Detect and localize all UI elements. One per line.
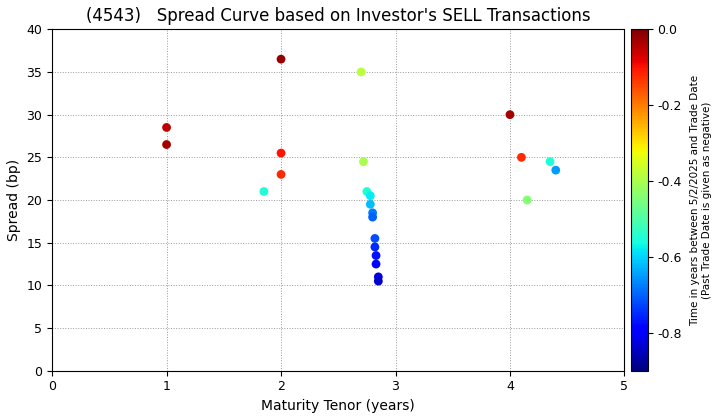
Point	[370, 252, 382, 259]
Point	[275, 56, 287, 63]
Point	[161, 124, 172, 131]
Point	[364, 192, 376, 199]
Point	[161, 141, 172, 148]
Point	[369, 244, 381, 250]
Point	[369, 235, 381, 242]
Point	[521, 197, 533, 203]
Point	[364, 201, 376, 207]
Point	[504, 111, 516, 118]
Point	[358, 158, 369, 165]
Point	[516, 154, 527, 161]
Point	[361, 188, 373, 195]
Point	[372, 278, 384, 284]
Point	[275, 150, 287, 156]
Title: (4543)   Spread Curve based on Investor's SELL Transactions: (4543) Spread Curve based on Investor's …	[86, 7, 590, 25]
Y-axis label: Time in years between 5/2/2025 and Trade Date
(Past Trade Date is given as negat: Time in years between 5/2/2025 and Trade…	[690, 74, 712, 326]
X-axis label: Maturity Tenor (years): Maturity Tenor (years)	[261, 399, 415, 413]
Point	[367, 210, 379, 216]
Y-axis label: Spread (bp): Spread (bp)	[7, 159, 21, 241]
Point	[356, 68, 367, 75]
Point	[367, 214, 379, 220]
Point	[370, 261, 382, 268]
Point	[372, 273, 384, 280]
Point	[258, 188, 269, 195]
Point	[544, 158, 556, 165]
Point	[550, 167, 562, 173]
Point	[275, 171, 287, 178]
